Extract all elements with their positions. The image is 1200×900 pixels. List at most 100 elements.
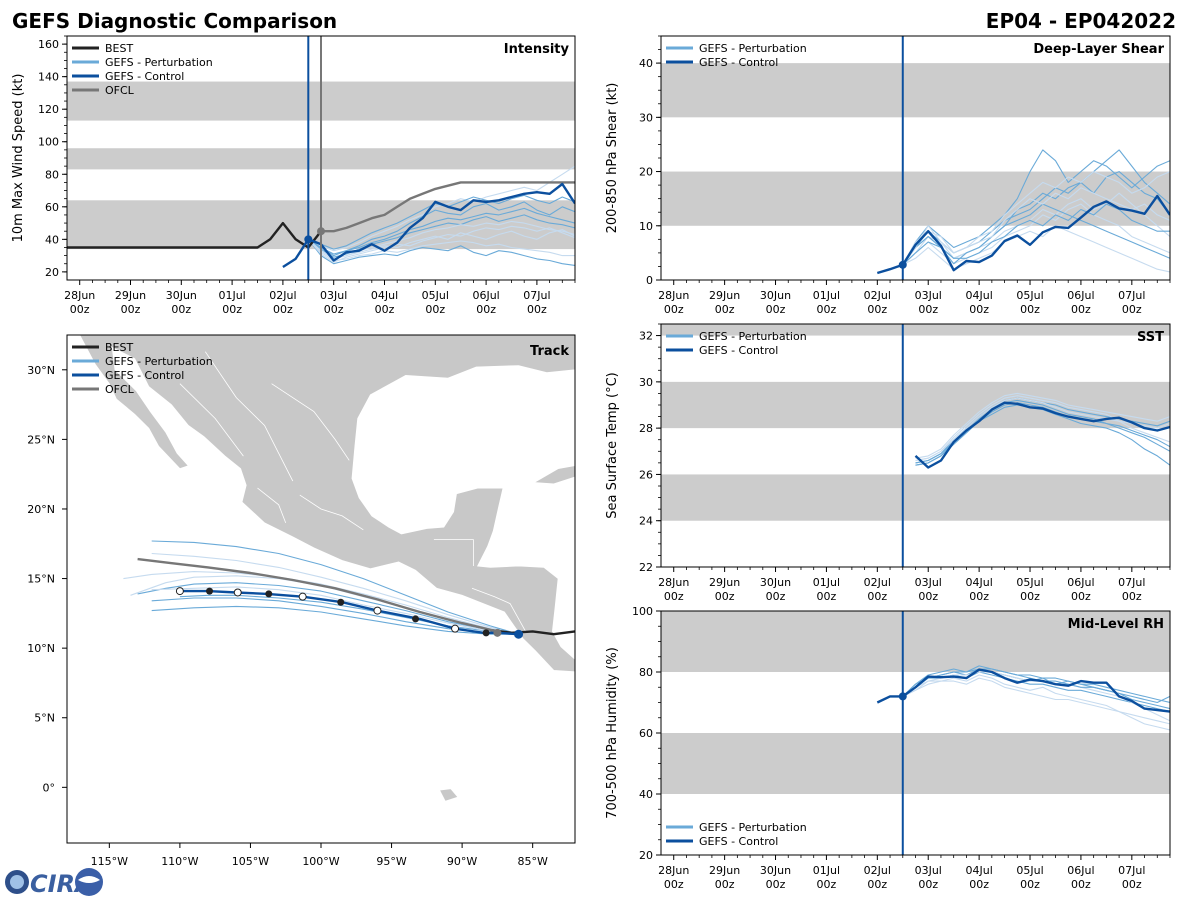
init-point-control [898, 260, 907, 269]
legend-label-gefs-control: GEFS - Control [699, 56, 778, 69]
x-tick-date: 06Jul [1067, 289, 1094, 302]
series-line-gefs-perturbation [307, 229, 575, 260]
series-line-ofcl [321, 181, 575, 233]
x-tick-label: 105°W [232, 855, 269, 868]
series-line-gefs-perturbation [902, 149, 1170, 266]
x-tick-label: 100°W [302, 855, 339, 868]
x-tick-date: 05Jul [1016, 864, 1043, 877]
track-marker-open [175, 587, 184, 596]
x-tick-label: 115°W [91, 855, 128, 868]
y-axis-label: 200-850 hPa Shear (kt) [605, 83, 620, 234]
plot-area [661, 611, 1170, 855]
track-marker-filled [482, 629, 490, 637]
x-tick-hour: 00z [1020, 590, 1040, 603]
series-line-gefs-perturbation [915, 395, 1170, 462]
y-tick-label: 0 [646, 274, 653, 287]
x-tick-date: 07Jul [523, 289, 550, 302]
x-tick-date: 04Jul [965, 864, 992, 877]
track-line-gefs-perturbation [137, 582, 519, 635]
legend-label-gefs-perturbation: GEFS - Perturbation [105, 355, 213, 368]
series-line-gefs-control [282, 182, 575, 269]
track-marker-control [514, 629, 524, 639]
x-tick-hour: 00z [1122, 303, 1142, 316]
x-tick-date: 29Jun [709, 576, 740, 589]
y-tick-label: 80 [639, 666, 653, 679]
intensity-panel: 2040608010012014016028Jun00z29Jun00z30Ju… [11, 35, 576, 316]
x-tick-label: 110°W [161, 855, 198, 868]
x-tick-date: 06Jul [1067, 576, 1094, 589]
x-tick-hour: 00z [273, 303, 293, 316]
y-tick-label: 40 [45, 233, 59, 246]
x-tick-hour: 00z [715, 590, 735, 603]
series-line-gefs-perturbation [902, 171, 1170, 266]
shade-band [661, 474, 1170, 521]
y-tick-label: 15°N [27, 573, 55, 586]
track-line-gefs-perturbation [123, 571, 519, 635]
y-tick-label: 20 [639, 849, 653, 862]
x-tick-date: 05Jul [422, 289, 449, 302]
plot-area [67, 36, 575, 280]
track-marker-ofcl [493, 628, 502, 637]
plot-area [661, 36, 1170, 280]
x-tick-hour: 00z [715, 878, 735, 891]
x-tick-date: 30Jun [760, 576, 791, 589]
y-tick-label: 26 [639, 468, 653, 481]
x-tick-date: 03Jul [915, 289, 942, 302]
series-line-gefs-perturbation [902, 668, 1170, 704]
y-tick-label: 25°N [27, 433, 55, 446]
series-line-gefs-perturbation [902, 203, 1170, 266]
legend-label-gefs-perturbation: GEFS - Perturbation [699, 42, 807, 55]
series-line-gefs-control [914, 401, 1170, 469]
x-tick-date: 30Jun [166, 289, 197, 302]
y-tick-label: 10°N [27, 642, 55, 655]
x-tick-date: 29Jun [709, 864, 740, 877]
series-line-gefs-perturbation [902, 225, 1170, 273]
y-tick-label: 10 [639, 220, 653, 233]
shade-band [661, 63, 1170, 118]
x-tick-hour: 00z [70, 303, 90, 316]
border-line [299, 494, 364, 531]
series-line-gefs-perturbation [307, 238, 575, 262]
border-line [179, 383, 244, 457]
legend-label-ofcl: OFCL [105, 84, 135, 97]
cira-logo: CIRA [5, 868, 103, 898]
y-tick-label: 32 [639, 330, 653, 343]
x-tick-hour: 00z [222, 303, 242, 316]
border-line [271, 383, 350, 461]
x-tick-date: 06Jul [472, 289, 499, 302]
border-line [204, 351, 294, 482]
y-axis-label: 700-500 hPa Humidity (%) [605, 647, 620, 819]
x-tick-date: 03Jul [915, 864, 942, 877]
track-marker-open [298, 592, 307, 601]
x-tick-date: 03Jul [915, 576, 942, 589]
x-tick-date: 02Jul [864, 864, 891, 877]
series-line-gefs-perturbation [915, 397, 1170, 462]
x-tick-hour: 00z [664, 303, 684, 316]
x-tick-hour: 00z [476, 303, 496, 316]
x-tick-hour: 00z [171, 303, 191, 316]
cira-logo-inner-icon [10, 875, 24, 889]
x-tick-date: 07Jul [1118, 864, 1145, 877]
x-tick-date: 29Jun [115, 289, 146, 302]
cira-logo-swoosh-icon [78, 876, 100, 883]
legend-label-gefs-perturbation: GEFS - Perturbation [699, 330, 807, 343]
panel-title: Deep-Layer Shear [1033, 42, 1164, 57]
x-tick-hour: 00z [969, 590, 989, 603]
x-tick-date: 03Jul [320, 289, 347, 302]
y-tick-label: 60 [639, 727, 653, 740]
panel-title: Track [530, 344, 569, 359]
legend-label-best: BEST [105, 42, 133, 55]
x-tick-hour: 00z [1071, 303, 1091, 316]
x-tick-hour: 00z [1122, 590, 1142, 603]
y-tick-label: 20 [45, 266, 59, 279]
x-tick-date: 06Jul [1067, 864, 1094, 877]
y-tick-label: 40 [639, 57, 653, 70]
series-line-gefs-perturbation [307, 225, 575, 263]
legend-label-gefs-perturbation: GEFS - Perturbation [105, 56, 213, 69]
rh-panel: 2040608010028Jun00z29Jun00z30Jun00z01Jul… [605, 605, 1171, 891]
track-line-gefs-perturbation [151, 605, 519, 635]
y-axis-label: Sea Surface Temp (°C) [605, 372, 620, 519]
x-tick-date: 02Jul [864, 576, 891, 589]
